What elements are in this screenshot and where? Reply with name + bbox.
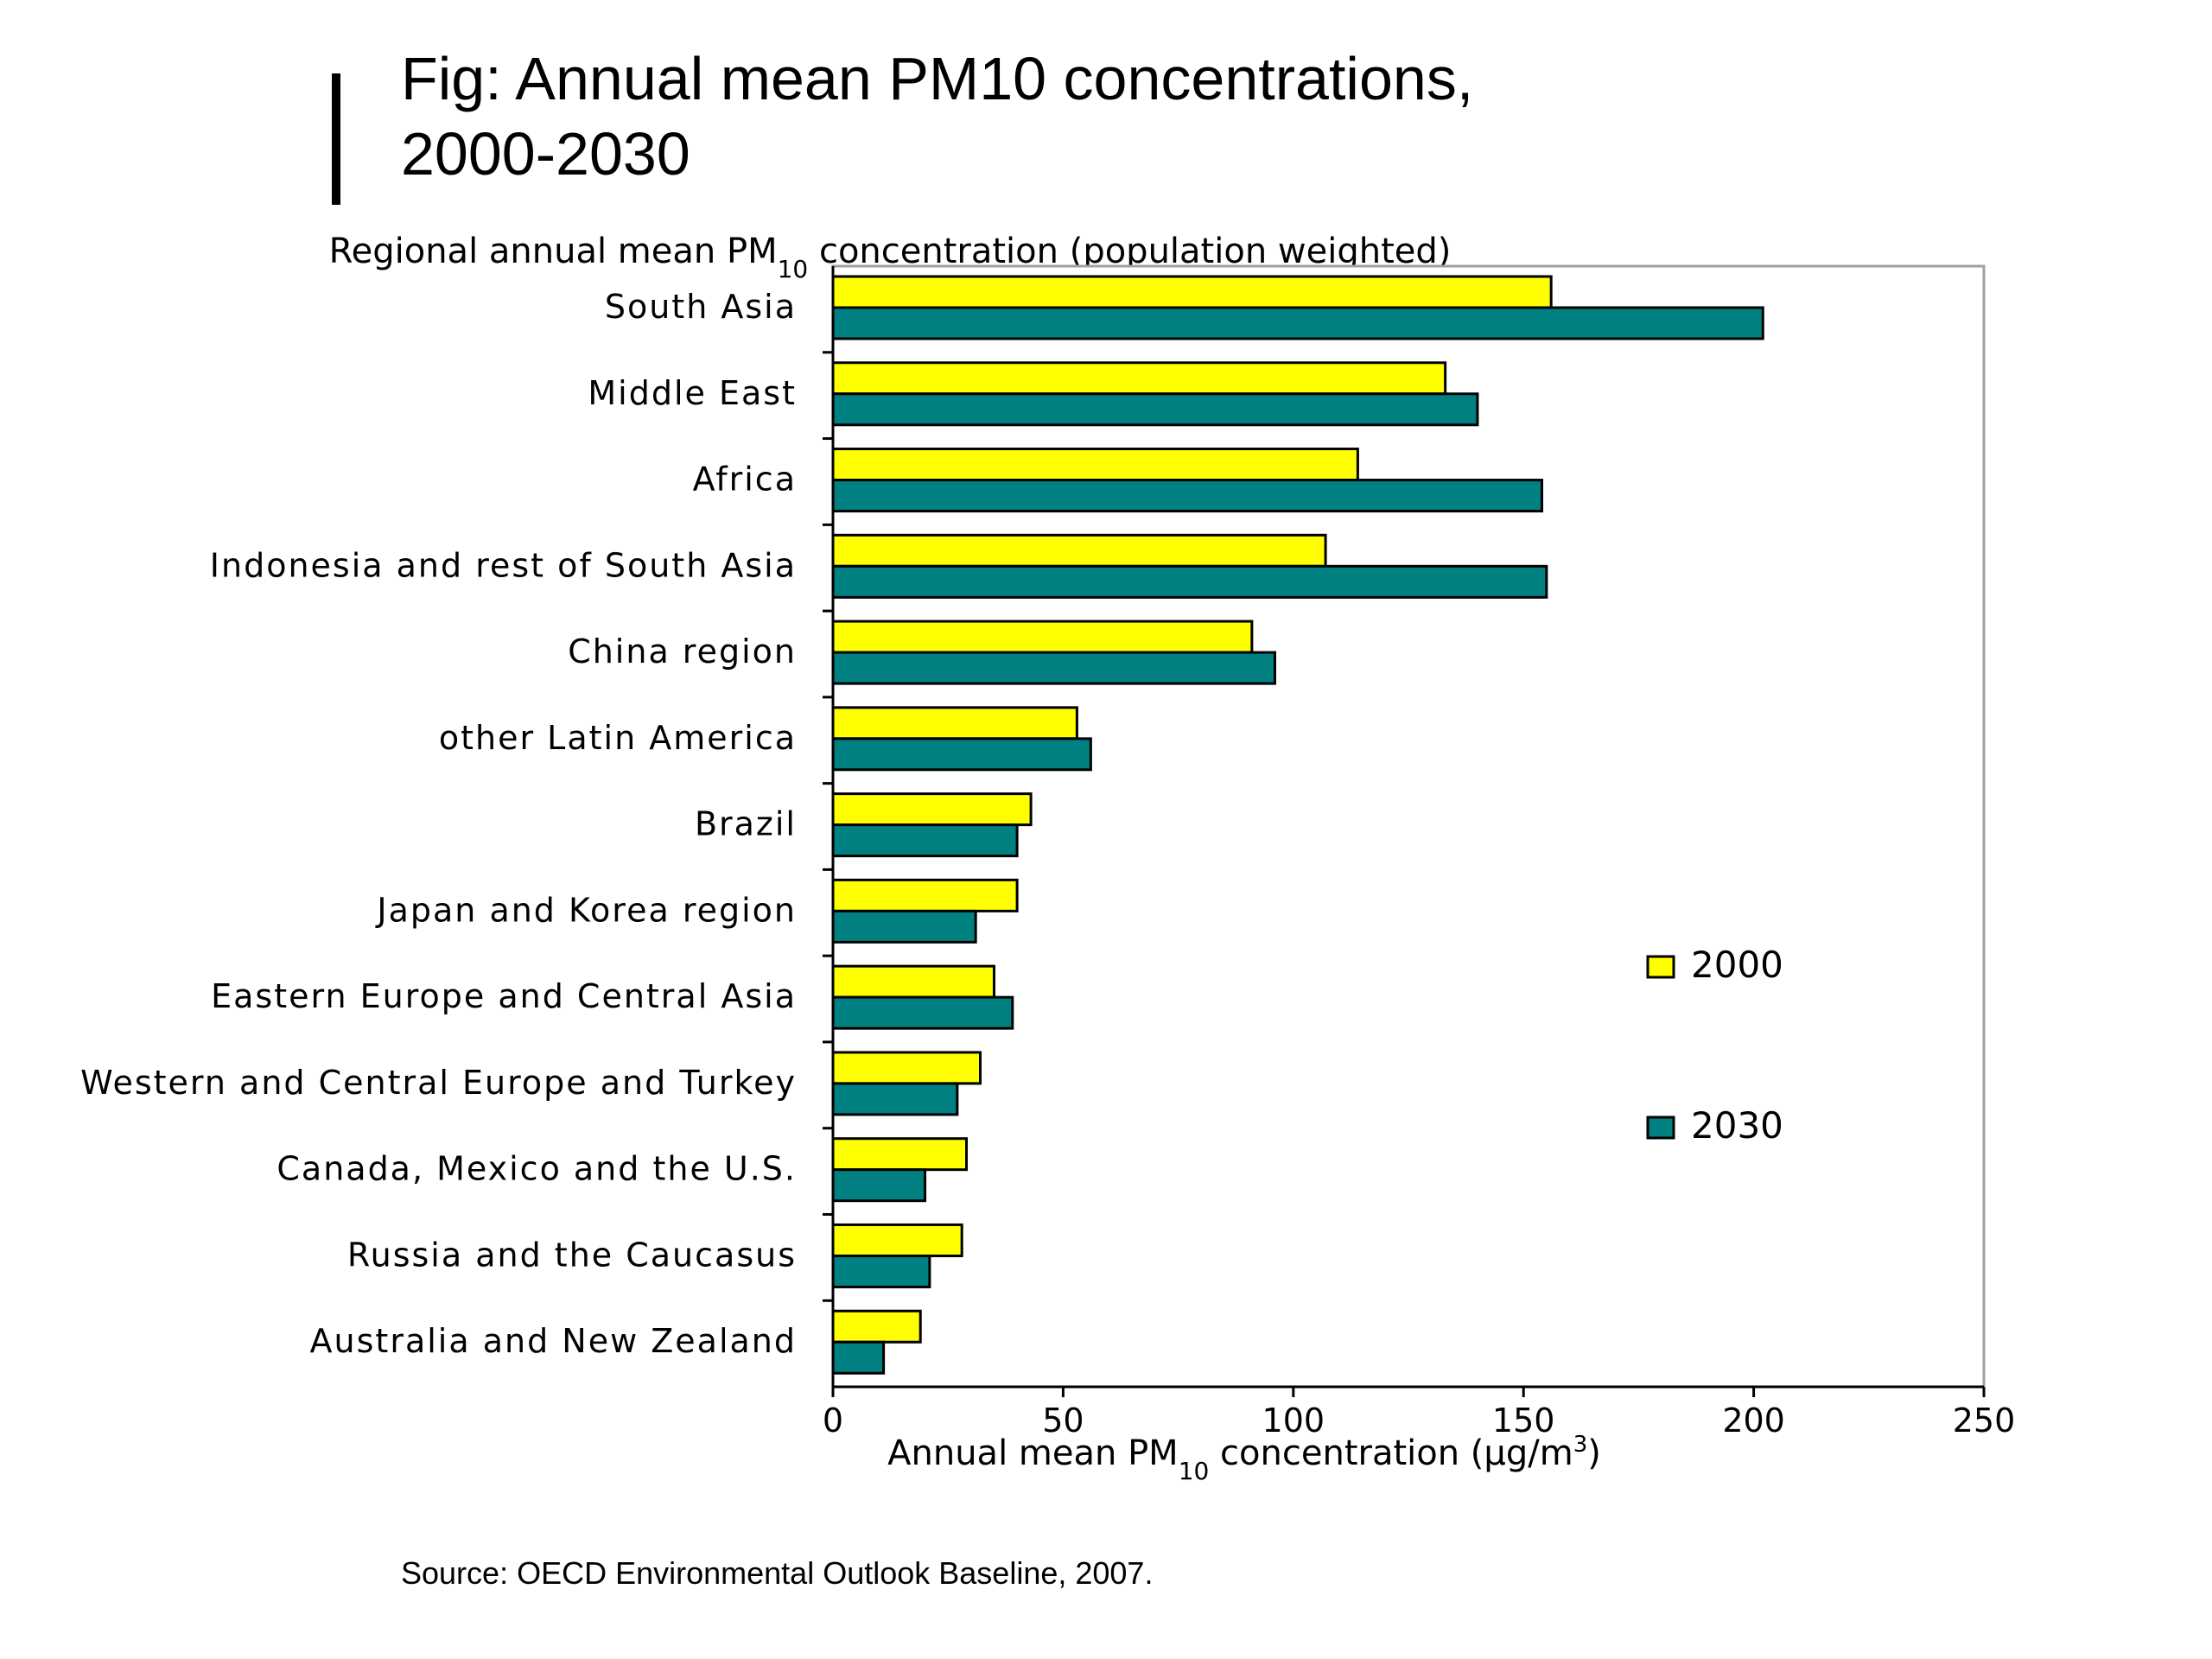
category-label: South Asia xyxy=(605,288,797,326)
bar-2000-brazil xyxy=(831,792,1033,827)
bar-2030-canada-mexico-and-the-u-s xyxy=(831,1168,927,1203)
x-axis-label: Annual mean PM10 concentration (µg/m3) xyxy=(887,1432,1601,1485)
source-note: Source: OECD Environmental Outlook Basel… xyxy=(401,1555,1154,1591)
legend-swatch-2000 xyxy=(1646,955,1675,979)
category-label: other Latin America xyxy=(439,719,797,757)
bar-2030-south-asia xyxy=(831,306,1764,340)
category-label: Middle East xyxy=(588,374,797,412)
x-tick-label: 100 xyxy=(1262,1402,1325,1440)
bar-2030-japan-and-korea-region xyxy=(831,909,977,944)
category-label: Indonesia and rest of South Asia xyxy=(210,546,797,584)
x-tick-label: 200 xyxy=(1722,1402,1785,1440)
bar-2030-middle-east xyxy=(831,392,1479,427)
bar-2000-canada-mexico-and-the-u-s xyxy=(831,1137,969,1172)
bar-2000-japan-and-korea-region xyxy=(831,878,1019,912)
bar-2030-china-region xyxy=(831,651,1276,685)
title-rule xyxy=(332,73,340,205)
category-label: Eastern Europe and Central Asia xyxy=(211,977,797,1015)
category-label: Japan and Korea region xyxy=(375,891,797,929)
bar-2030-australia-and-new-zealand xyxy=(831,1340,886,1375)
bar-2000-indonesia-and-rest-of-south-asia xyxy=(831,533,1327,568)
bar-2030-russia-and-the-caucasus xyxy=(831,1254,931,1288)
category-label: Brazil xyxy=(695,805,797,843)
category-label: Canada, Mexico and the U.S. xyxy=(276,1150,797,1188)
bar-2030-eastern-europe-and-central-asia xyxy=(831,995,1014,1030)
slide-title-line-1: Fig: Annual mean PM10 concentrations, xyxy=(401,45,1474,112)
bar-2030-africa xyxy=(831,479,1544,513)
x-tick-label: 250 xyxy=(1953,1402,2016,1440)
bar-2000-eastern-europe-and-central-asia xyxy=(831,964,995,999)
bar-2000-russia-and-the-caucasus xyxy=(831,1223,963,1257)
bar-2030-indonesia-and-rest-of-south-asia xyxy=(831,564,1548,599)
category-label: Africa xyxy=(693,461,797,499)
bar-2000-other-latin-america xyxy=(831,706,1078,741)
slide-title: Fig: Annual mean PM10 concentrations, 20… xyxy=(401,41,1473,192)
bar-2000-middle-east xyxy=(831,361,1447,396)
bar-2000-china-region xyxy=(831,620,1254,654)
legend-label-2030: 2030 xyxy=(1691,1104,1783,1147)
legend-label-2000: 2000 xyxy=(1691,944,1783,986)
bar-2000-south-asia xyxy=(831,275,1553,309)
x-tick-label: 50 xyxy=(1042,1402,1084,1440)
bar-2030-other-latin-america xyxy=(831,737,1092,772)
category-label: Western and Central Europe and Turkey xyxy=(80,1064,797,1102)
category-label: Australia and New Zealand xyxy=(310,1322,797,1360)
x-tick-label: 150 xyxy=(1492,1402,1555,1440)
slide-title-line-2: 2000-2030 xyxy=(401,120,690,188)
x-tick-label: 0 xyxy=(823,1402,843,1440)
bars xyxy=(831,275,1764,1375)
legend: 2000 2030 xyxy=(1646,944,1783,1147)
bar-2030-western-and-central-europe-and-turkey xyxy=(831,1082,959,1116)
y-axis: South Asia Middle East Africa Indonesia and… xyxy=(80,266,835,1387)
bar-2000-africa xyxy=(831,448,1359,482)
x-axis: 0 50 100 150 200 250 xyxy=(823,1385,2016,1440)
bar-2000-australia-and-new-zealand xyxy=(831,1309,922,1344)
legend-swatch-2030 xyxy=(1646,1116,1675,1140)
bar-2000-western-and-central-europe-and-turkey xyxy=(831,1051,982,1085)
category-label: China region xyxy=(568,632,797,671)
category-label: Russia and the Caucasus xyxy=(347,1236,797,1274)
bar-2030-brazil xyxy=(831,823,1019,858)
